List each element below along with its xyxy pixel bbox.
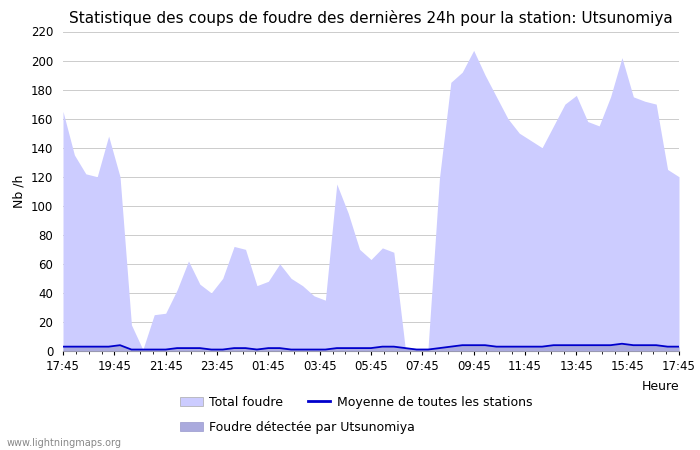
Text: www.lightningmaps.org: www.lightningmaps.org [7,438,122,448]
Y-axis label: Nb /h: Nb /h [13,175,25,208]
Text: Heure: Heure [641,380,679,393]
Title: Statistique des coups de foudre des dernières 24h pour la station: Utsunomiya: Statistique des coups de foudre des dern… [69,10,673,26]
Legend: Foudre détectée par Utsunomiya: Foudre détectée par Utsunomiya [180,421,415,434]
